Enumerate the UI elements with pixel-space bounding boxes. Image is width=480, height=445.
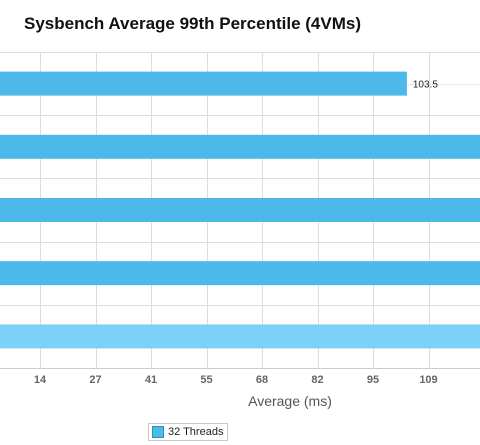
x-tick-label: 14 xyxy=(34,374,47,386)
legend-swatch xyxy=(152,426,164,438)
x-tick-label: 82 xyxy=(311,374,323,386)
bar-data-label: 103.5 xyxy=(413,80,438,91)
legend-label: 32 Threads xyxy=(168,426,224,438)
x-axis-label: Average (ms) xyxy=(248,393,332,409)
chart-title: Sysbench Average 99th Percentile (4VMs) xyxy=(24,14,361,33)
bar xyxy=(0,134,480,159)
bar xyxy=(0,261,480,286)
x-tick-label: 95 xyxy=(367,374,379,386)
legend[interactable]: 32 Threads xyxy=(148,423,229,441)
x-tick-label: 55 xyxy=(200,374,212,386)
x-tick-label: 68 xyxy=(256,374,268,386)
bar xyxy=(0,324,480,349)
x-tick-label: 109 xyxy=(419,374,437,386)
bar xyxy=(0,198,480,222)
x-tick-label: 27 xyxy=(89,374,101,386)
x-tick-label: 41 xyxy=(145,374,157,386)
bar xyxy=(0,71,407,96)
